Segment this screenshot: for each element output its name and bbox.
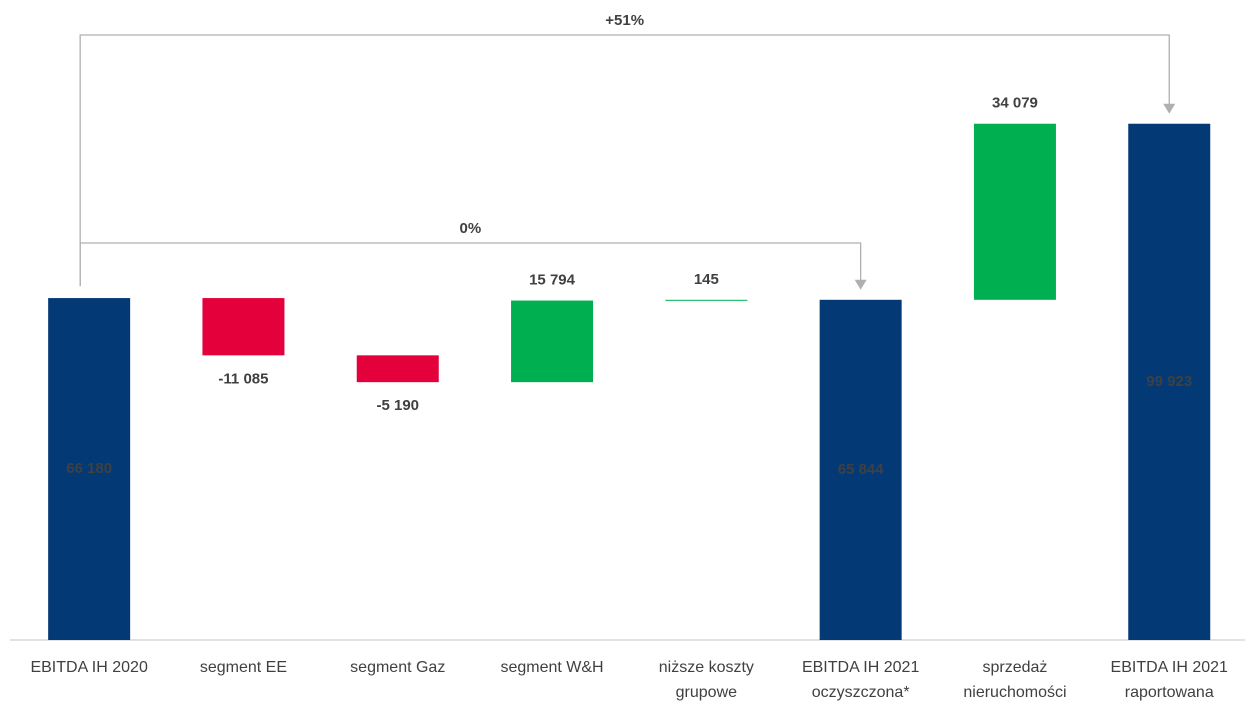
bar (973, 123, 1056, 300)
bar (48, 298, 131, 640)
value-label: 65 844 (838, 461, 885, 478)
x-tick-label: segment W&H (500, 659, 603, 676)
bar (202, 298, 285, 356)
annotation: 0% (460, 220, 482, 237)
x-tick-label: segment Gaz (350, 659, 445, 676)
annotation: +51% (605, 12, 644, 29)
bar (1128, 123, 1211, 641)
bracket (79, 34, 1170, 287)
value-label: 34 079 (992, 95, 1038, 112)
value-label: -11 085 (218, 370, 268, 387)
x-tick-label: niższe koszty grupowe (659, 659, 754, 701)
bar (511, 300, 594, 383)
x-tick-label: sprzedaż nieruchomości (963, 659, 1066, 701)
value-label: 66 180 (66, 460, 112, 477)
x-tick-label: segment EE (200, 659, 287, 676)
bracket (79, 242, 862, 287)
arrow-head (854, 279, 867, 290)
x-tick-label: EBITDA IH 2020 (30, 659, 147, 676)
value-label: 15 794 (529, 272, 576, 289)
value-label: 99 923 (1146, 373, 1192, 390)
bar (356, 355, 439, 383)
value-label: -5 190 (376, 397, 419, 414)
bar (819, 299, 902, 640)
value-label: 145 (694, 271, 719, 288)
bar (665, 299, 748, 301)
x-tick-label: EBITDA IH 2021 raportowana (1111, 659, 1228, 701)
arrow-head (1163, 103, 1176, 114)
x-tick-label: EBITDA IH 2021 oczyszczona* (802, 659, 919, 701)
